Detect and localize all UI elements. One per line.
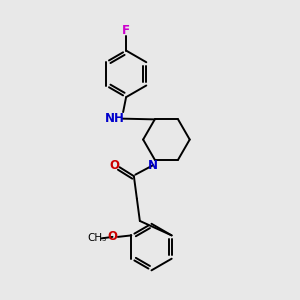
Text: O: O <box>107 230 118 243</box>
Text: F: F <box>122 24 130 37</box>
Text: NH: NH <box>105 112 125 125</box>
Text: O: O <box>109 159 119 172</box>
Text: CH₃: CH₃ <box>87 233 106 243</box>
Text: N: N <box>148 159 158 172</box>
